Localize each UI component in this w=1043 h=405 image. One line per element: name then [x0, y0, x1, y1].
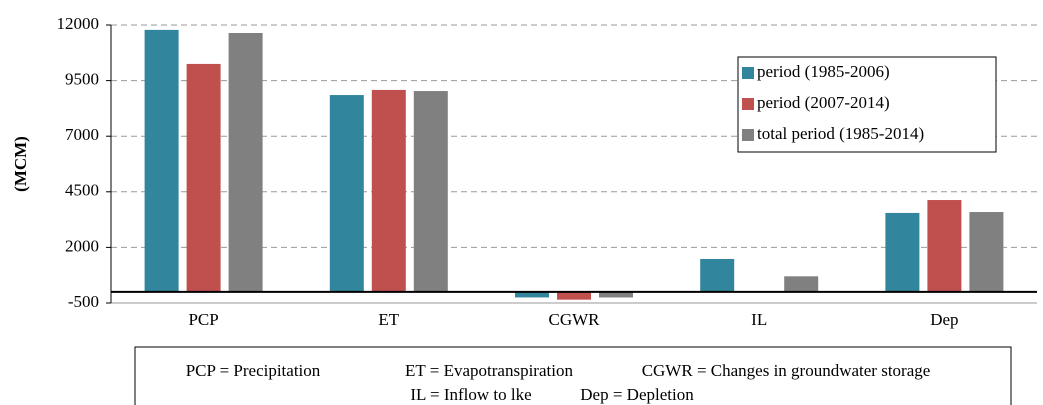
bar: [515, 291, 549, 298]
note: Dep = Depletion: [580, 385, 694, 404]
note: PCP = Precipitation: [186, 361, 321, 380]
notes-box: [134, 346, 1012, 405]
y-tick-label: -500: [68, 292, 99, 311]
note: IL = Inflow to lke: [410, 385, 531, 404]
bar: [885, 212, 920, 292]
legend-box: [737, 56, 997, 153]
bar: [371, 89, 406, 292]
bar: [413, 91, 448, 292]
bar: [700, 258, 735, 292]
y-tick-label: 4500: [65, 181, 99, 200]
x-tick-label: PCP: [188, 310, 218, 329]
legend-swatch: [742, 129, 754, 141]
y-tick-label: 9500: [65, 70, 99, 89]
legend-label: period (2007-2014): [757, 93, 890, 112]
x-tick-label: CGWR: [549, 310, 601, 329]
note: CGWR = Changes in groundwater storage: [642, 361, 931, 380]
y-axis-label: (MCM): [11, 136, 30, 192]
x-tick-label: IL: [751, 310, 767, 329]
bar: [599, 291, 633, 298]
x-tick-label: ET: [378, 310, 399, 329]
bar: [557, 291, 591, 300]
y-tick-label: 2000: [65, 236, 99, 255]
y-tick-label: 7000: [65, 125, 99, 144]
bar: [927, 200, 962, 292]
legend-label: total period (1985-2014): [757, 124, 924, 143]
legend-label: period (1985-2006): [757, 62, 890, 81]
bar: [329, 95, 364, 292]
bar: [144, 29, 179, 292]
legend-swatch: [742, 67, 754, 79]
bar: [228, 33, 263, 292]
x-tick-label: Dep: [930, 310, 958, 329]
bar: [186, 63, 221, 292]
note: ET = Evapotranspiration: [405, 361, 573, 380]
bar: [969, 212, 1004, 292]
legend-swatch: [742, 98, 754, 110]
bar: [784, 276, 819, 292]
y-tick-label: 12000: [57, 14, 100, 33]
